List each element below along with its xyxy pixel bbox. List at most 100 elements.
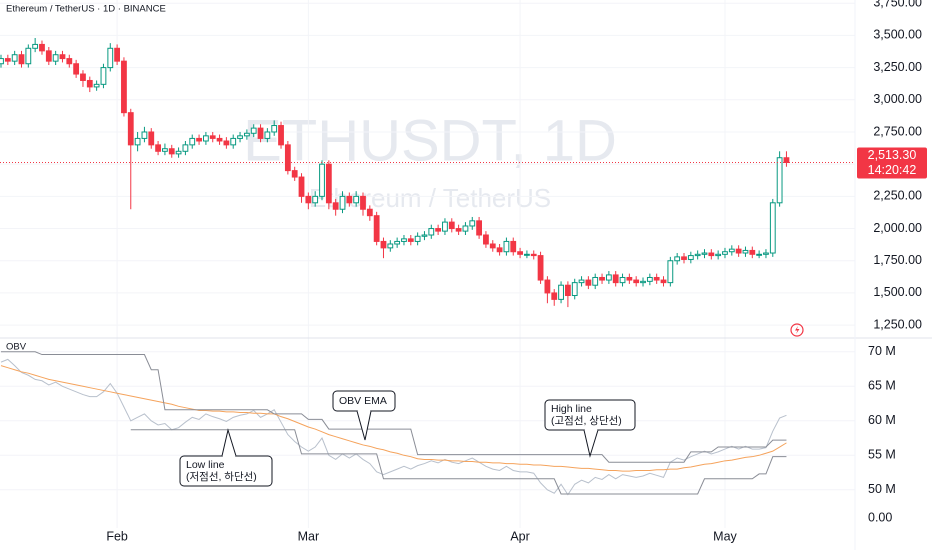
symbol-title: Ethereum / TetherUS · 1D · BINANCE: [6, 4, 166, 15]
callout-pointer: [583, 429, 599, 458]
y-tick-label: 1,250.00: [873, 317, 922, 331]
candle-body: [646, 276, 653, 282]
x-tick-label: Apr: [510, 529, 529, 543]
y-tick-label: 2,250.00: [873, 189, 922, 203]
candle-body: [325, 163, 332, 204]
candle-body: [203, 135, 209, 142]
candle-body: [769, 202, 776, 254]
candle-body: [278, 125, 284, 146]
candle-body: [605, 274, 612, 281]
candle-body: [407, 238, 414, 242]
candle-body: [141, 131, 148, 139]
candle-body: [626, 276, 633, 281]
candle-body: [257, 127, 264, 139]
candle-body: [469, 220, 476, 227]
indicator-line: [0, 365, 787, 472]
callout-text: Low line: [186, 459, 225, 471]
candle-body: [708, 252, 715, 257]
candle-body: [742, 249, 749, 254]
candle-body: [394, 240, 401, 245]
candle-body: [332, 202, 339, 210]
candle-body: [749, 249, 756, 255]
candle-body: [196, 137, 202, 142]
candle-body: [121, 60, 127, 114]
candle-body: [564, 284, 571, 297]
candle-body: [435, 228, 442, 232]
candle-body: [271, 125, 278, 133]
candle-body: [517, 251, 523, 255]
countdown-label: 14:20:42: [868, 163, 917, 177]
candle-body: [298, 176, 305, 197]
candle-body: [73, 63, 80, 75]
y-tick-label: 1,500.00: [873, 285, 922, 299]
candle-body: [182, 144, 189, 152]
candle-body: [524, 253, 530, 256]
callout-text: (고점선, 상단선): [551, 415, 622, 427]
candle-body: [346, 195, 353, 204]
watermark: ETHUSDT, 1D: [243, 108, 617, 173]
candle-body: [25, 47, 32, 65]
candle-body: [250, 127, 257, 134]
candle-body: [667, 260, 674, 284]
y-tick-label: 65 M: [868, 379, 896, 393]
candle-body: [312, 195, 319, 204]
candle-body: [32, 43, 39, 49]
callout-text: (저점선, 하단선): [186, 470, 257, 483]
indicator-line: [1, 351, 787, 463]
candle-body: [728, 248, 735, 253]
callout-pointer: [221, 428, 237, 457]
candle-body: [701, 252, 708, 255]
candle-body: [448, 221, 455, 230]
alert-bolt: [795, 326, 800, 334]
indicator-title: OBV: [6, 342, 27, 353]
candle-body: [86, 79, 93, 88]
candle-body: [291, 170, 298, 178]
candle-body: [18, 54, 25, 65]
y-tick-label: 3,750.00: [873, 0, 922, 10]
candle-body: [155, 144, 161, 152]
candle-body: [209, 135, 216, 139]
candle-body: [100, 67, 107, 85]
candle-body: [127, 112, 134, 146]
candle-body: [162, 148, 168, 152]
candle-body: [284, 144, 291, 172]
candle-body: [428, 228, 435, 236]
candle-body: [551, 292, 558, 300]
candle-body: [619, 276, 626, 284]
callout-text: High line: [551, 403, 592, 415]
candle-body: [735, 248, 742, 254]
candle-body: [175, 150, 182, 155]
candle-body: [756, 253, 763, 256]
y-tick-label: 55 M: [868, 448, 896, 462]
candle-body: [455, 228, 462, 232]
candle-body: [305, 195, 312, 204]
candle-body: [4, 58, 11, 62]
candle-body: [530, 253, 537, 257]
candle-body: [93, 83, 100, 88]
candle-body: [462, 225, 469, 232]
y-tick-label: 3,250.00: [873, 60, 922, 74]
candle-body: [230, 137, 237, 146]
candle-body: [674, 256, 681, 262]
y-tick-label: 70 M: [868, 344, 896, 358]
candle-body: [776, 157, 783, 204]
candle-body: [510, 240, 517, 253]
candle-body: [59, 54, 66, 60]
last-price-badge: [857, 147, 927, 179]
candle-body: [612, 274, 619, 284]
alert-icon[interactable]: [790, 323, 804, 337]
x-tick-label: Feb: [106, 529, 128, 543]
last-price-label: 2,513.30: [868, 148, 917, 162]
x-tick-label: Mar: [298, 529, 320, 543]
candle-body: [189, 137, 196, 146]
candle-body: [237, 135, 243, 139]
candle-body: [544, 279, 551, 294]
candle-body: [722, 251, 728, 255]
candle-body: [442, 221, 448, 232]
indicator-line: [130, 429, 787, 495]
candle-body: [148, 131, 155, 146]
candle-body: [503, 240, 510, 253]
candle-body: [360, 195, 366, 210]
candle-body: [387, 243, 394, 249]
